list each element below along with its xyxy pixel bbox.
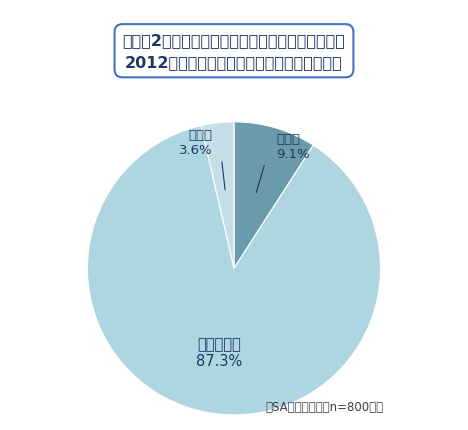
Wedge shape xyxy=(234,123,313,269)
Text: 増えた
9.1%: 増えた 9.1% xyxy=(277,132,310,160)
Text: 減った
3.6%: 減った 3.6% xyxy=(179,129,212,157)
Wedge shape xyxy=(201,123,234,269)
Text: 現在の2リットルペットボトルの水の備蓄本数は、
2012年と比較して量に変化はありましたか？: 現在の2リットルペットボトルの水の備蓄本数は、 2012年と比較して量に変化はあ… xyxy=(123,33,345,70)
Wedge shape xyxy=(88,126,380,415)
Text: 変わらない
87.3%: 変わらない 87.3% xyxy=(196,336,242,369)
Text: （SA、単位：％　n=800人）: （SA、単位：％ n=800人） xyxy=(266,400,384,413)
